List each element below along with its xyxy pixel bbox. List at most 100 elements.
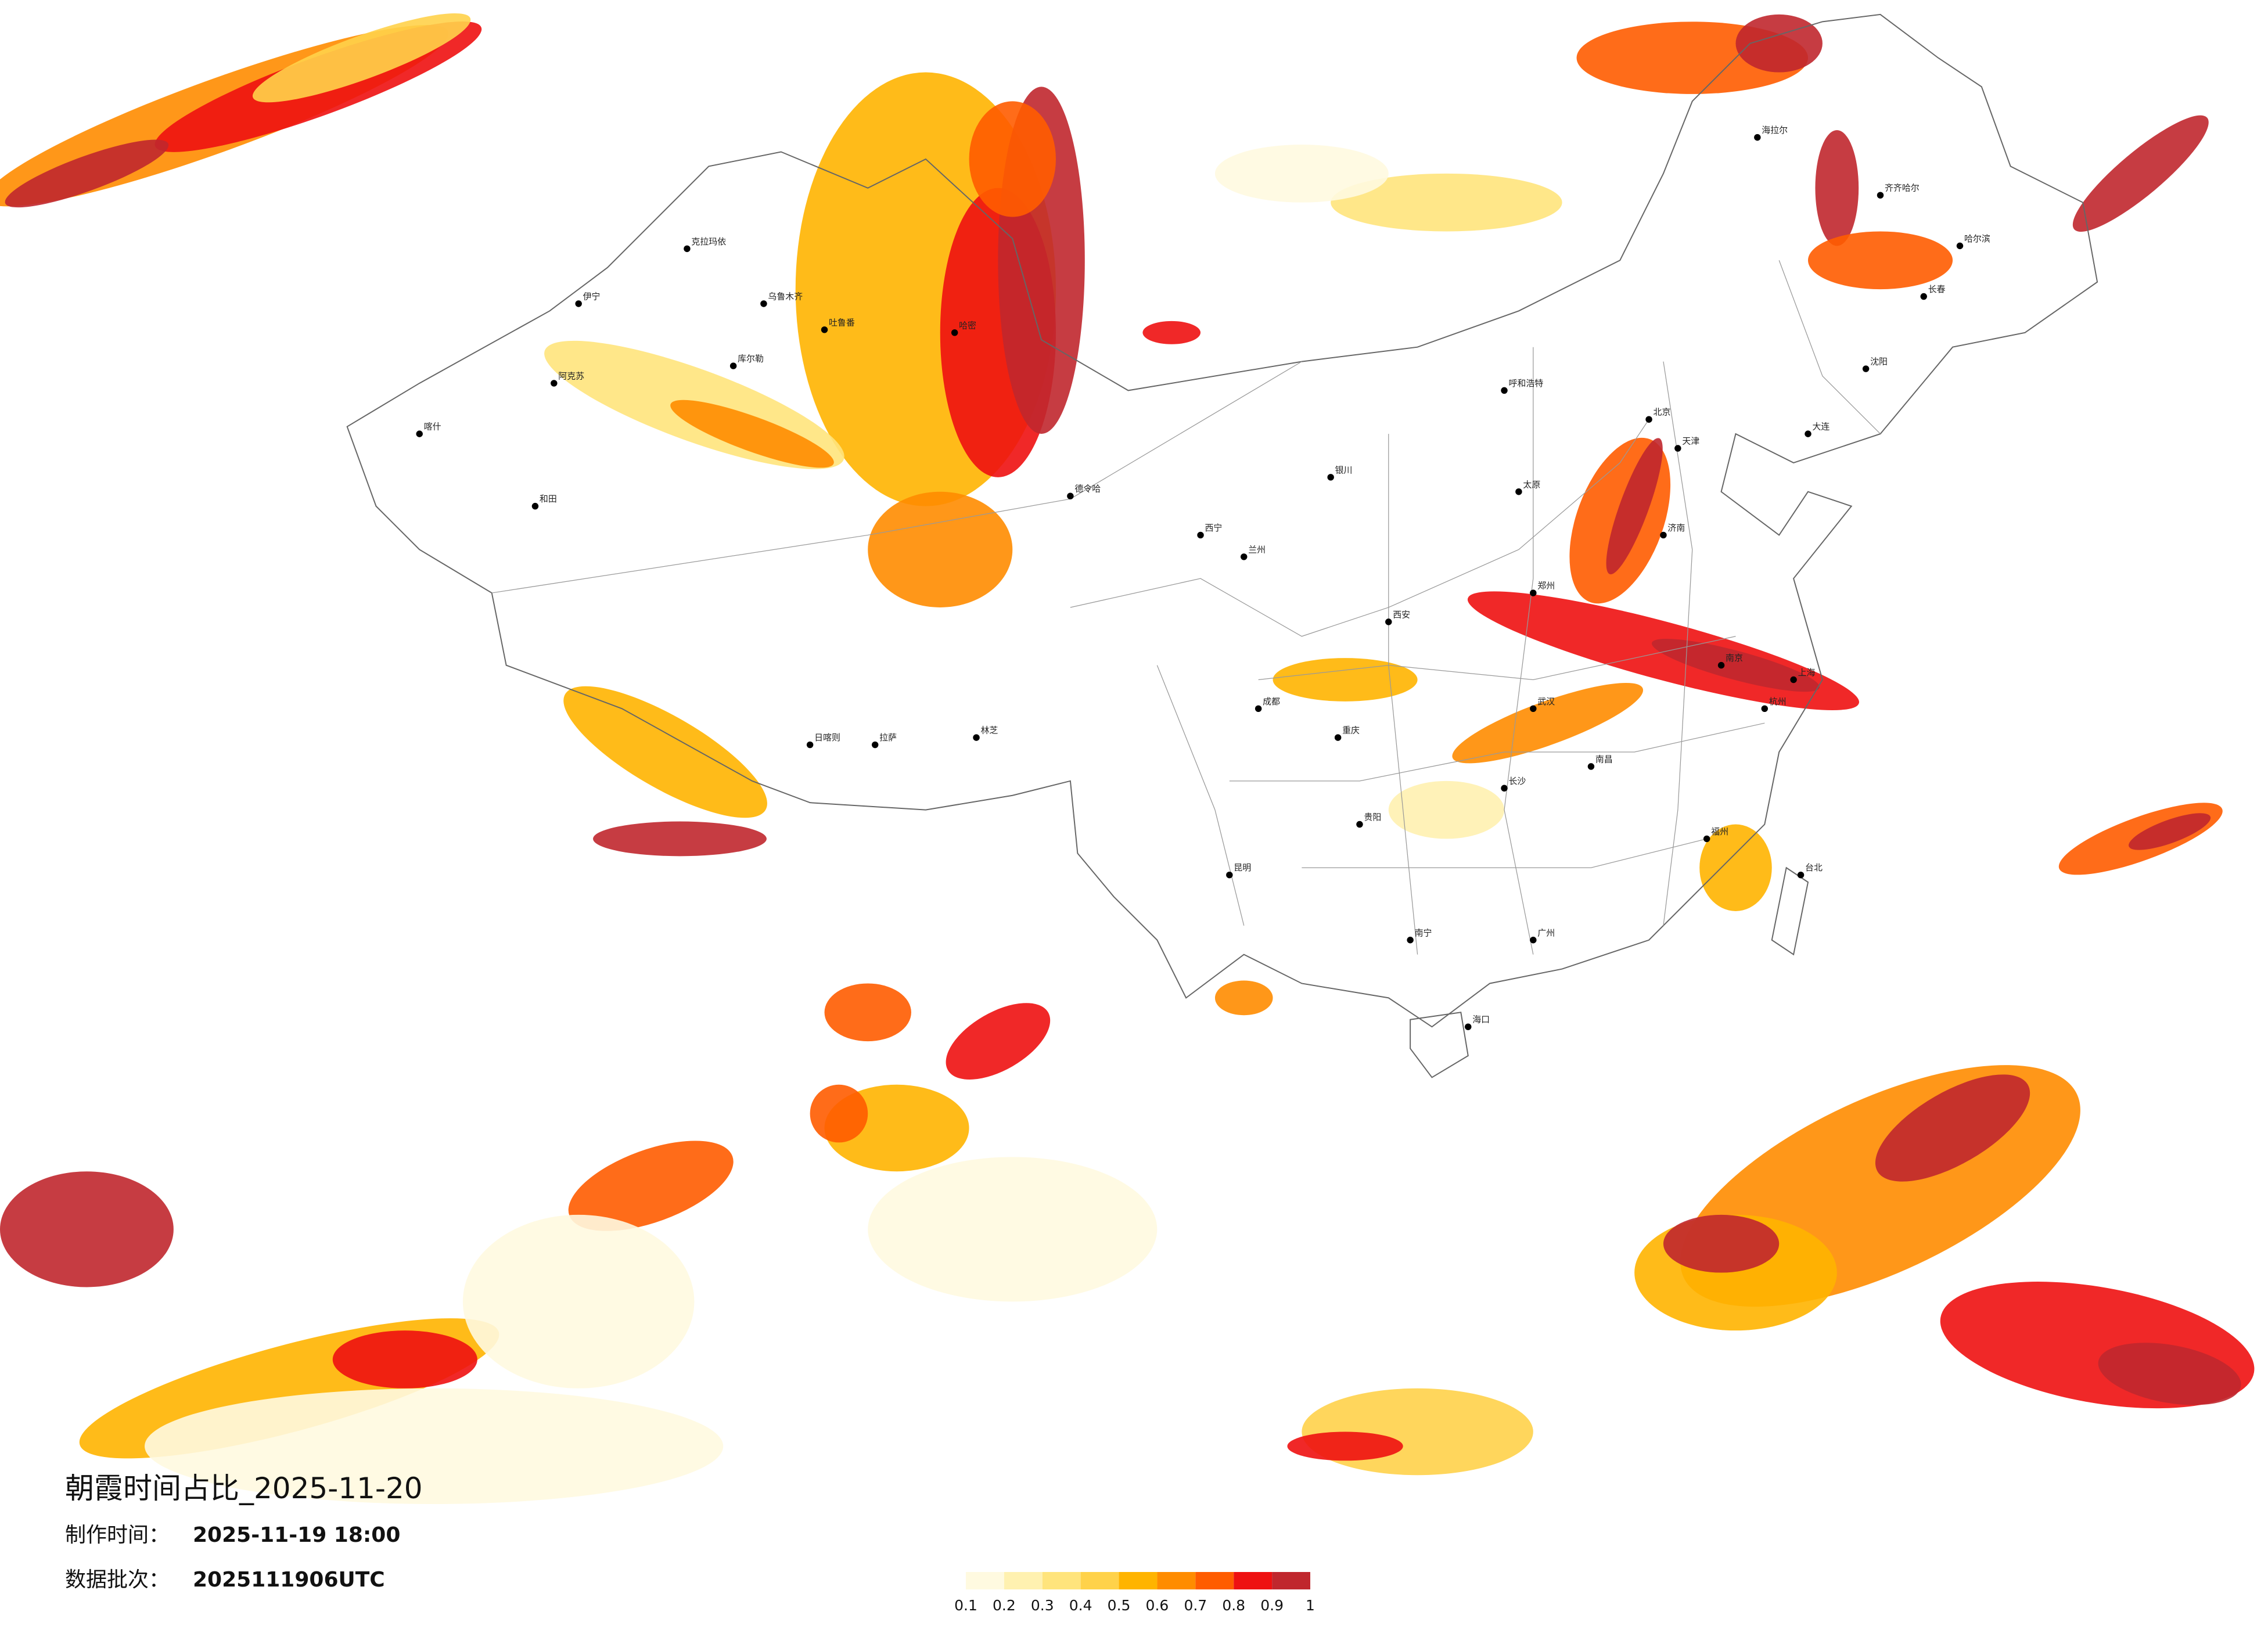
colorbar-swatch xyxy=(1157,1572,1196,1589)
colorbar-swatch xyxy=(966,1572,1004,1589)
city-dot xyxy=(1327,474,1334,481)
city-dot xyxy=(1530,705,1537,713)
city-dot xyxy=(729,362,737,369)
city-dot xyxy=(551,380,558,387)
city-dot xyxy=(1587,763,1595,770)
city-label: 克拉玛依 xyxy=(691,236,726,247)
heat-area xyxy=(969,101,1056,217)
city-dot xyxy=(760,300,767,307)
city-label: 武汉 xyxy=(1537,696,1555,707)
colorbar-swatch xyxy=(1080,1572,1119,1589)
city-label: 德令哈 xyxy=(1074,484,1101,494)
city-dot xyxy=(1761,705,1769,713)
city-label: 喀什 xyxy=(424,422,441,432)
colorbar-tick-label: 0.9 xyxy=(1260,1597,1284,1614)
heat-area xyxy=(332,1330,477,1388)
city-label: 库尔勒 xyxy=(738,354,764,364)
heat-area xyxy=(824,983,911,1042)
heat-area xyxy=(1214,980,1273,1016)
colorbar-swatch xyxy=(1042,1572,1081,1589)
city-dot xyxy=(1255,705,1262,713)
city-dot xyxy=(1515,488,1522,495)
city-dot xyxy=(1465,1023,1472,1030)
heat-area xyxy=(1606,438,1663,574)
city-label: 南昌 xyxy=(1595,754,1613,764)
heat-area xyxy=(462,1214,695,1388)
city-label: 重庆 xyxy=(1342,725,1360,736)
city-dot xyxy=(1877,192,1884,199)
colorbar-swatch xyxy=(1234,1572,1273,1589)
colorbar-tick-label: 1 xyxy=(1306,1597,1315,1614)
colorbar-swatch xyxy=(1195,1572,1234,1589)
city-dot xyxy=(1956,242,1964,250)
make-time-label: 制作时间： xyxy=(65,1523,170,1547)
heat-area xyxy=(1452,683,1644,764)
heat-area xyxy=(670,400,834,468)
city-label: 沈阳 xyxy=(1870,357,1888,367)
heat-area xyxy=(0,1171,174,1287)
city-dot xyxy=(1805,430,1811,437)
heat-area xyxy=(1808,231,1953,290)
city-label: 拉萨 xyxy=(879,732,897,743)
city-dot xyxy=(1717,661,1725,669)
city-label: 哈密 xyxy=(959,320,976,330)
city-dot xyxy=(973,734,980,741)
heat-area xyxy=(1302,1388,1533,1476)
heat-area xyxy=(1652,639,1820,692)
heat-area xyxy=(1663,1214,1780,1273)
heat-area xyxy=(1388,780,1505,839)
heat-area xyxy=(1273,658,1418,702)
city-label: 南宁 xyxy=(1415,927,1432,938)
city-label: 林芝 xyxy=(980,725,998,736)
city-label: 银川 xyxy=(1335,465,1353,475)
city-dot xyxy=(806,741,814,749)
heat-area xyxy=(1940,1282,2255,1409)
city-label: 北京 xyxy=(1654,407,1671,418)
colorbar-tick-label: 0.5 xyxy=(1108,1597,1131,1614)
city-dot xyxy=(684,245,691,253)
city-label: 大连 xyxy=(1812,422,1830,432)
city-dot xyxy=(1226,871,1233,879)
heat-area xyxy=(1331,173,1562,232)
city-label: 阿克苏 xyxy=(558,370,584,381)
city-dot xyxy=(531,502,539,510)
heat-area xyxy=(868,491,1013,607)
city-dot xyxy=(575,300,582,307)
heat-area xyxy=(2129,813,2211,850)
heat-area xyxy=(2072,115,2209,232)
batch-label: 数据批次： xyxy=(65,1568,170,1592)
city-label: 西安 xyxy=(1393,609,1410,620)
heat-area xyxy=(563,686,767,818)
city-label: 太原 xyxy=(1523,479,1540,490)
city-dot xyxy=(821,326,828,333)
heat-area xyxy=(1142,321,1201,344)
city-dot xyxy=(1067,492,1074,499)
city-dot xyxy=(1501,785,1508,792)
city-dot xyxy=(1754,134,1761,141)
city-dot xyxy=(1674,445,1681,452)
city-label: 呼和浩特 xyxy=(1508,378,1543,388)
city-label: 上海 xyxy=(1798,667,1816,678)
city-label: 乌鲁木齐 xyxy=(768,292,803,302)
colorbar-tick-label: 0.6 xyxy=(1146,1597,1169,1614)
heat-layer xyxy=(0,13,2255,1505)
heat-area xyxy=(1875,1074,2030,1182)
heat-area xyxy=(252,13,471,103)
city-dot xyxy=(1645,416,1652,423)
city-dot xyxy=(1920,293,1927,300)
hainan-outline xyxy=(1410,1012,1469,1078)
map-title: 朝霞时间占比_2025-11-20 xyxy=(65,1472,423,1505)
city-dot xyxy=(1862,365,1870,372)
city-label: 齐齐哈尔 xyxy=(1885,183,1920,193)
taiwan-outline xyxy=(1771,866,1809,956)
colorbar-tick-label: 0.3 xyxy=(1031,1597,1054,1614)
city-dot xyxy=(1241,553,1248,560)
colorbar-swatch xyxy=(1272,1572,1310,1589)
city-dot xyxy=(1790,676,1797,684)
heat-area xyxy=(946,1003,1051,1080)
city-dot xyxy=(1407,937,1414,944)
